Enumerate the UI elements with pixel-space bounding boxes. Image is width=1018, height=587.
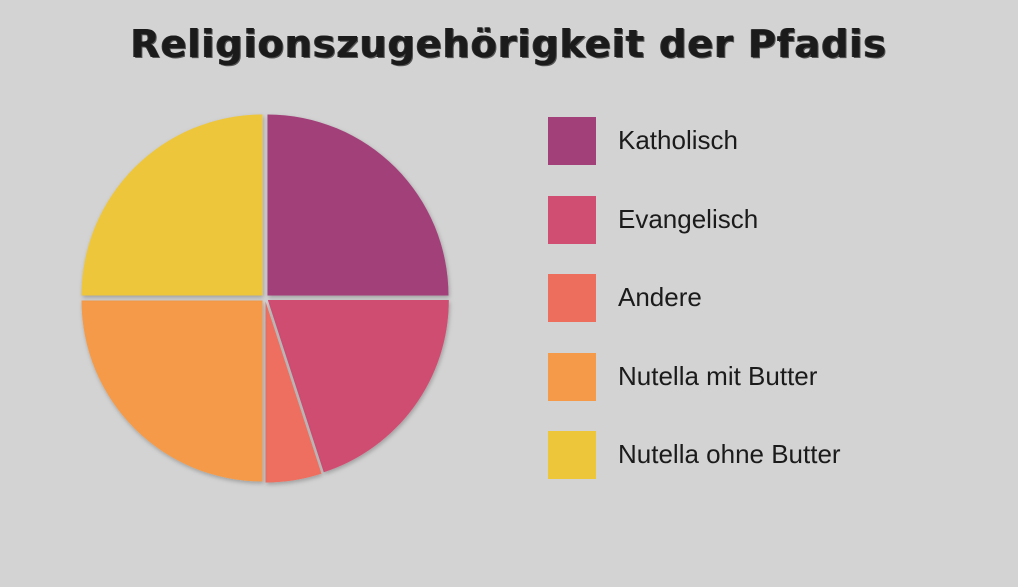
pie-slice-nutella-ohne-butter bbox=[81, 114, 263, 296]
legend-item-nutella-mit-butter: Nutella mit Butter bbox=[548, 353, 948, 401]
legend-swatch-nutella-mit-butter bbox=[548, 353, 596, 401]
legend-label-evangelisch: Evangelisch bbox=[618, 204, 759, 234]
pie-slice-andere bbox=[265, 301, 322, 483]
pie-slice-nutella-mit-butter bbox=[81, 300, 263, 482]
legend-label-nutella-mit-butter: Nutella mit Butter bbox=[618, 361, 818, 391]
legend-label-nutella-ohne-butter: Nutella ohne Butter bbox=[618, 439, 841, 469]
legend-item-nutella-ohne-butter: Nutella ohne Butter bbox=[548, 431, 948, 479]
legend-swatch-evangelisch bbox=[548, 196, 596, 244]
pie-slice-evangelisch bbox=[267, 300, 449, 473]
legend-item-andere: Andere bbox=[548, 274, 948, 322]
legend-label-katholisch: Katholisch bbox=[618, 125, 738, 155]
chart-title: Religionszugehörigkeit der Pfadis bbox=[130, 22, 888, 66]
pie-slice-katholisch bbox=[267, 114, 449, 296]
legend-label-andere: Andere bbox=[618, 282, 702, 312]
legend-swatch-nutella-ohne-butter bbox=[548, 431, 596, 479]
legend-swatch-katholisch bbox=[548, 117, 596, 165]
legend-item-katholisch: Katholisch bbox=[548, 117, 948, 165]
legend-swatch-andere bbox=[548, 274, 596, 322]
legend-item-evangelisch: Evangelisch bbox=[548, 196, 948, 244]
